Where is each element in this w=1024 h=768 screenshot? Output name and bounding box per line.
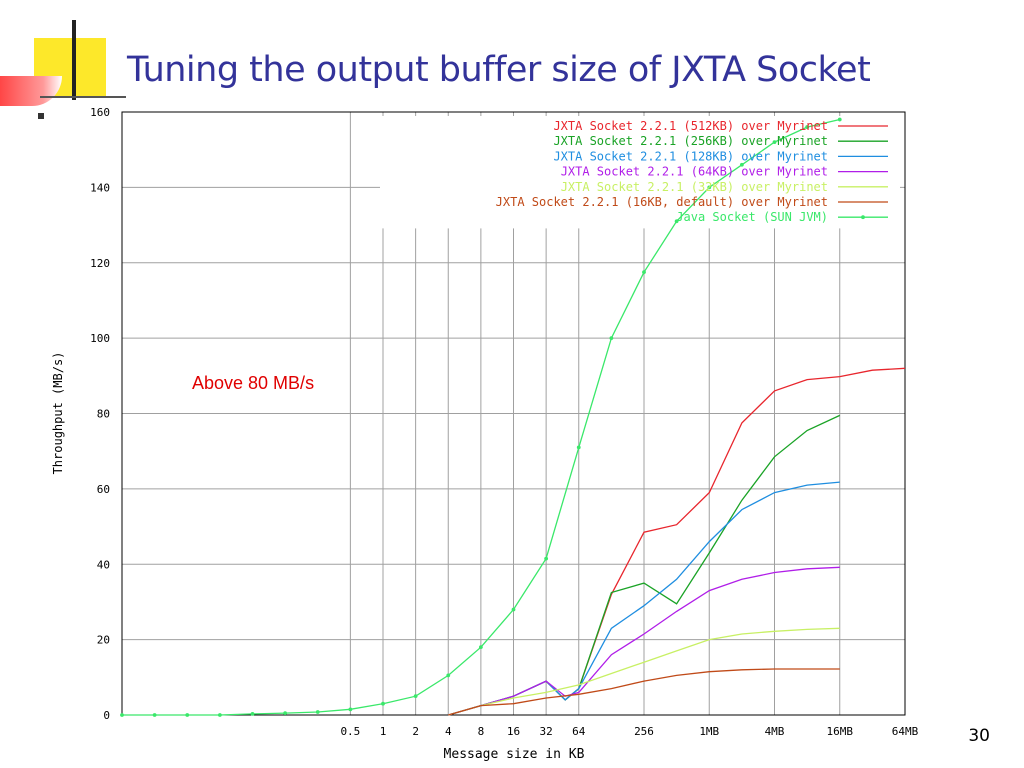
y-tick-label: 40 — [97, 558, 110, 571]
series-point — [837, 117, 842, 122]
series-line-0 — [448, 367, 906, 716]
y-tick-label: 20 — [97, 634, 110, 647]
x-tick-label: 64MB — [892, 725, 919, 738]
decorative-horizontal-line — [40, 96, 126, 98]
x-tick-label: 16MB — [827, 725, 854, 738]
axis-ticks: 0 20 40 60 80 100 120 140 160 0.5 1 2 4 8 16 32 64 256 1MB… — [90, 106, 918, 738]
series-point — [739, 162, 744, 167]
legend: JXTA Socket 2.2.1 (512KB) over MyrinetJX… — [496, 119, 888, 224]
legend-label: JXTA Socket 2.2.1 (64KB) over Myrinet — [561, 165, 828, 179]
legend-label: Java Socket (SUN JVM) — [676, 210, 828, 224]
legend-marker — [861, 215, 865, 220]
x-tick-label: 16 — [507, 725, 520, 738]
series-point — [446, 673, 451, 678]
slide-title: Tuning the output buffer size of JXTA So… — [127, 50, 871, 90]
series-point — [707, 185, 712, 190]
y-tick-label: 0 — [103, 709, 110, 722]
legend-background — [380, 116, 900, 229]
series-point — [120, 713, 124, 717]
y-tick-label: 100 — [90, 332, 110, 345]
x-axis-label: Message size in KB — [444, 747, 585, 762]
series-point — [772, 140, 777, 145]
y-tick-label: 140 — [90, 181, 110, 194]
y-tick-label: 160 — [90, 106, 110, 119]
decorative-small-square — [38, 113, 44, 119]
series-point — [478, 645, 483, 650]
series-point — [544, 556, 549, 561]
x-tick-label: 4 — [445, 725, 452, 738]
series-point — [315, 710, 320, 714]
series-point — [642, 270, 646, 275]
x-tick-label: 8 — [478, 725, 485, 738]
series-point — [805, 125, 810, 129]
legend-label: JXTA Socket 2.2.1 (512KB) over Myrinet — [553, 119, 828, 133]
x-tick-label: 4MB — [765, 725, 785, 738]
series-point — [413, 694, 418, 699]
x-tick-label: 0.5 — [340, 725, 360, 738]
series-lines — [120, 117, 906, 717]
series-point — [576, 445, 581, 450]
x-tick-label: 64 — [572, 725, 586, 738]
series-line-3 — [448, 566, 840, 716]
x-tick-label: 2 — [412, 725, 419, 738]
series-point — [348, 707, 353, 712]
series-point — [250, 711, 255, 716]
series-point — [185, 713, 190, 717]
series-point — [609, 336, 614, 341]
legend-label: JXTA Socket 2.2.1 (32KB) over Myrinet — [561, 180, 828, 194]
x-tick-label: 256 — [634, 725, 654, 738]
y-tick-label: 120 — [90, 257, 110, 270]
series-point — [674, 219, 679, 224]
x-tick-label: 1MB — [699, 725, 719, 738]
series-point — [152, 713, 157, 717]
series-point — [217, 713, 222, 717]
plot-frame — [121, 111, 906, 716]
series-line-4 — [448, 627, 840, 716]
y-axis-label: Throughput (MB/s) — [51, 352, 65, 475]
series-point — [381, 701, 385, 706]
series-line-5 — [448, 668, 840, 716]
legend-label: JXTA Socket 2.2.1 (256KB) over Myrinet — [553, 134, 828, 148]
annotation-text: Above 80 MB/s — [192, 373, 314, 393]
legend-label: JXTA Socket 2.2.1 (128KB) over Myrinet — [553, 149, 828, 163]
x-tick-label: 32 — [540, 725, 553, 738]
series-point — [283, 711, 288, 716]
grid — [122, 112, 905, 715]
y-tick-label: 80 — [97, 408, 110, 421]
legend-label: JXTA Socket 2.2.1 (16KB, default) over M… — [496, 195, 828, 209]
y-tick-label: 60 — [97, 483, 110, 496]
decorative-vertical-line — [72, 20, 76, 100]
page-number: 30 — [968, 726, 990, 746]
series-point — [511, 607, 516, 612]
x-tick-label: 1 — [380, 725, 387, 738]
